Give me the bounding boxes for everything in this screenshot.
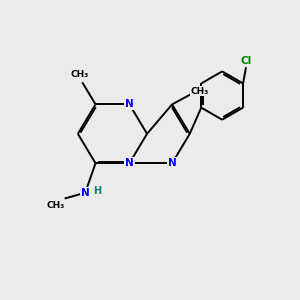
Text: CH₃: CH₃ [190,87,208,96]
Text: H: H [94,186,102,196]
Text: N: N [125,99,134,110]
Text: N: N [125,158,134,168]
Text: CH₃: CH₃ [47,201,65,210]
Text: N: N [81,188,90,198]
Text: Cl: Cl [240,56,252,66]
Text: N: N [168,158,176,168]
Text: CH₃: CH₃ [71,70,89,79]
